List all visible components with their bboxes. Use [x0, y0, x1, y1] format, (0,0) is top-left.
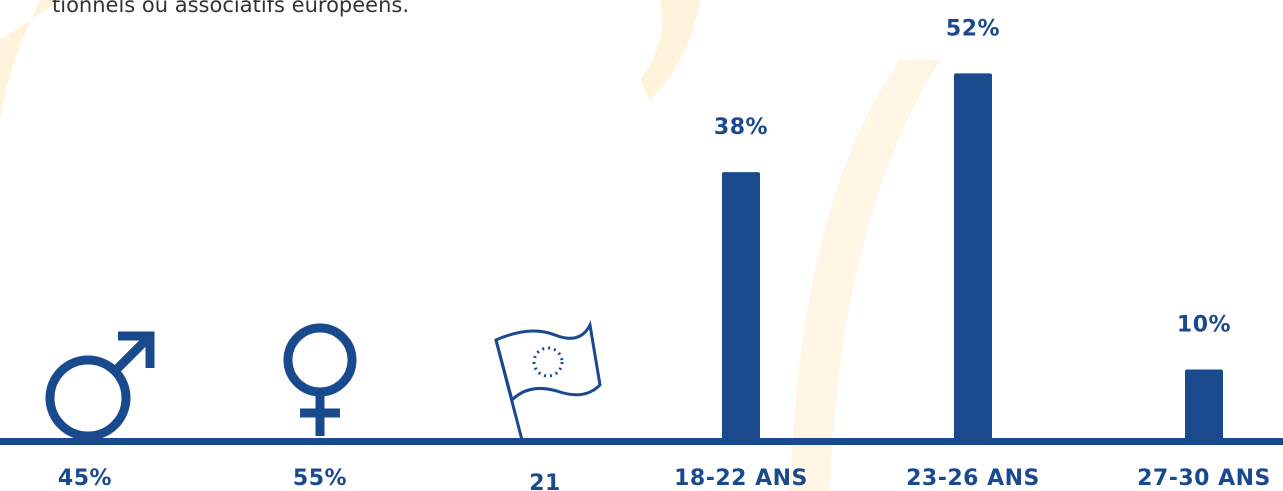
category-label: 27-30 ANS — [1137, 466, 1271, 491]
stat-label: 21 — [529, 471, 561, 491]
stat-label: 55% — [293, 466, 347, 491]
value-label: 10% — [1177, 313, 1231, 338]
male-icon — [45, 331, 155, 441]
female-icon — [283, 323, 357, 436]
value-label: 52% — [946, 16, 1000, 41]
intro-text: tionnels ou associatifs européens. — [52, 0, 409, 17]
bar — [954, 73, 992, 441]
decor — [790, 60, 940, 491]
stat-label: 45% — [58, 466, 112, 491]
decor — [0, 0, 60, 120]
bar — [722, 172, 760, 440]
value-label: 38% — [714, 115, 768, 140]
baseline — [0, 438, 1283, 445]
category-label: 23-26 ANS — [906, 466, 1040, 491]
bar — [1185, 369, 1223, 440]
flag-icon — [494, 320, 602, 441]
category-label: 18-22 ANS — [674, 466, 808, 491]
decor — [640, 0, 700, 100]
